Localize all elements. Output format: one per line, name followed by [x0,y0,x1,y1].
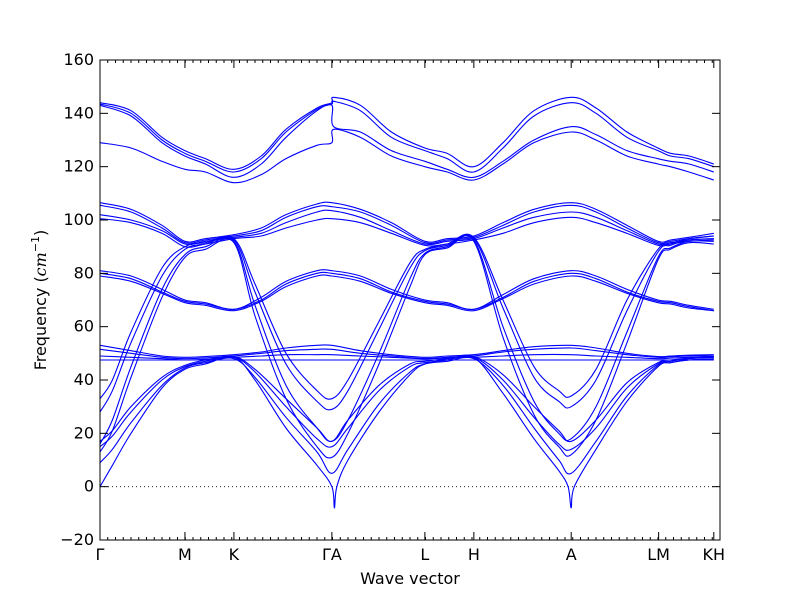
x-tick-label: Γ [96,545,105,564]
x-axis-label: Wave vector [360,569,460,588]
y-tick-label: 120 [63,157,94,176]
x-tick-label: M [178,545,192,564]
y-tick-label: 100 [63,210,94,229]
y-axis-label: Frequency (cm−1) [29,230,50,371]
y-axis-label-prefix: Frequency ( [31,276,50,370]
x-tick-label: KH [703,545,726,564]
y-tick-label: 140 [63,103,94,122]
x-tick-label: LM [647,545,670,564]
y-tick-label: 80 [74,263,94,282]
band-structure-chart: −20 0 20 40 60 80 100 120 140 160 Γ M K ΓA L H A LM KH Wa… [0,0,800,600]
y-tick-label: 20 [74,423,94,442]
x-tick-label: L [420,545,429,564]
y-axis-label-unit: cm [31,252,50,276]
y-tick-label: 60 [74,317,94,336]
y-tick-label: 0 [84,477,94,496]
x-tick-label: K [229,545,240,564]
x-tick-label: ΓA [322,545,342,564]
y-tick-label: −20 [60,530,94,549]
x-tick-label: H [468,545,480,564]
y-axis-label-suffix: ) [31,230,50,236]
y-tick-label: 40 [74,370,94,389]
x-tick-label: A [566,545,577,564]
y-tick-label: 160 [63,50,94,69]
y-axis-label-exponent: −1 [29,236,42,252]
